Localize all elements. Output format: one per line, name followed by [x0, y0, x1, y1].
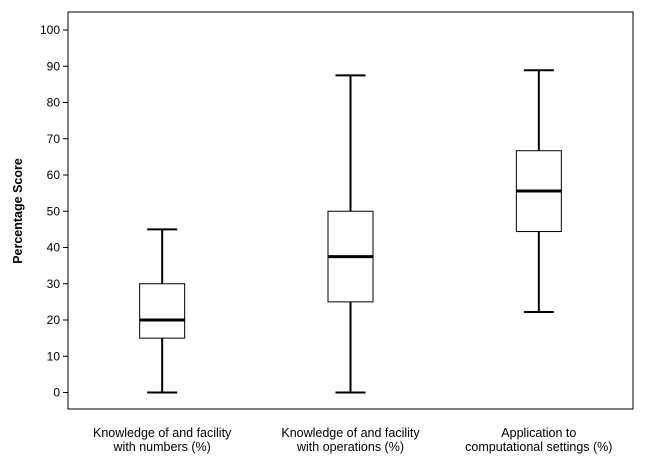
y-axis: 0 10 20 30 40 50 60 70 80 90 100: [40, 23, 68, 400]
x-category-label-line: with numbers (%): [113, 440, 211, 454]
x-category-label-line: Knowledge of and facility: [281, 426, 420, 440]
y-tick-label: 90: [47, 59, 61, 73]
y-tick-label: 10: [47, 349, 61, 363]
y-tick-label: 40: [47, 241, 61, 255]
interquartile-box: [139, 283, 186, 339]
y-tick-label: 20: [47, 313, 61, 327]
x-axis-labels: Knowledge of and facility with numbers (%…: [93, 426, 612, 454]
box-group: [515, 69, 562, 314]
y-axis-title: Percentage Score: [11, 158, 25, 264]
box-series: [139, 69, 562, 394]
y-tick-label: 60: [47, 168, 61, 182]
x-category-label-line: Knowledge of and facility: [93, 426, 232, 440]
x-category-label-line: with operations (%): [296, 440, 404, 454]
plot-area-frame: [67, 11, 634, 410]
y-tick-label: 80: [47, 96, 61, 110]
y-tick-label: 100: [40, 23, 60, 37]
y-tick-label: 0: [53, 386, 60, 400]
box-group: [327, 74, 374, 394]
x-category-label: Knowledge of and facility with operations…: [281, 426, 420, 454]
x-category-label-line: computational settings (%): [465, 440, 612, 454]
y-tick-label: 50: [47, 204, 61, 218]
y-tick-label: 70: [47, 132, 61, 146]
x-category-label: Application to computational settings (%): [465, 426, 612, 454]
x-category-label-line: Application to: [501, 426, 576, 440]
x-category-label: Knowledge of and facility with numbers (%…: [93, 426, 232, 454]
box-group: [139, 228, 186, 394]
y-tick-label: 30: [47, 277, 61, 291]
